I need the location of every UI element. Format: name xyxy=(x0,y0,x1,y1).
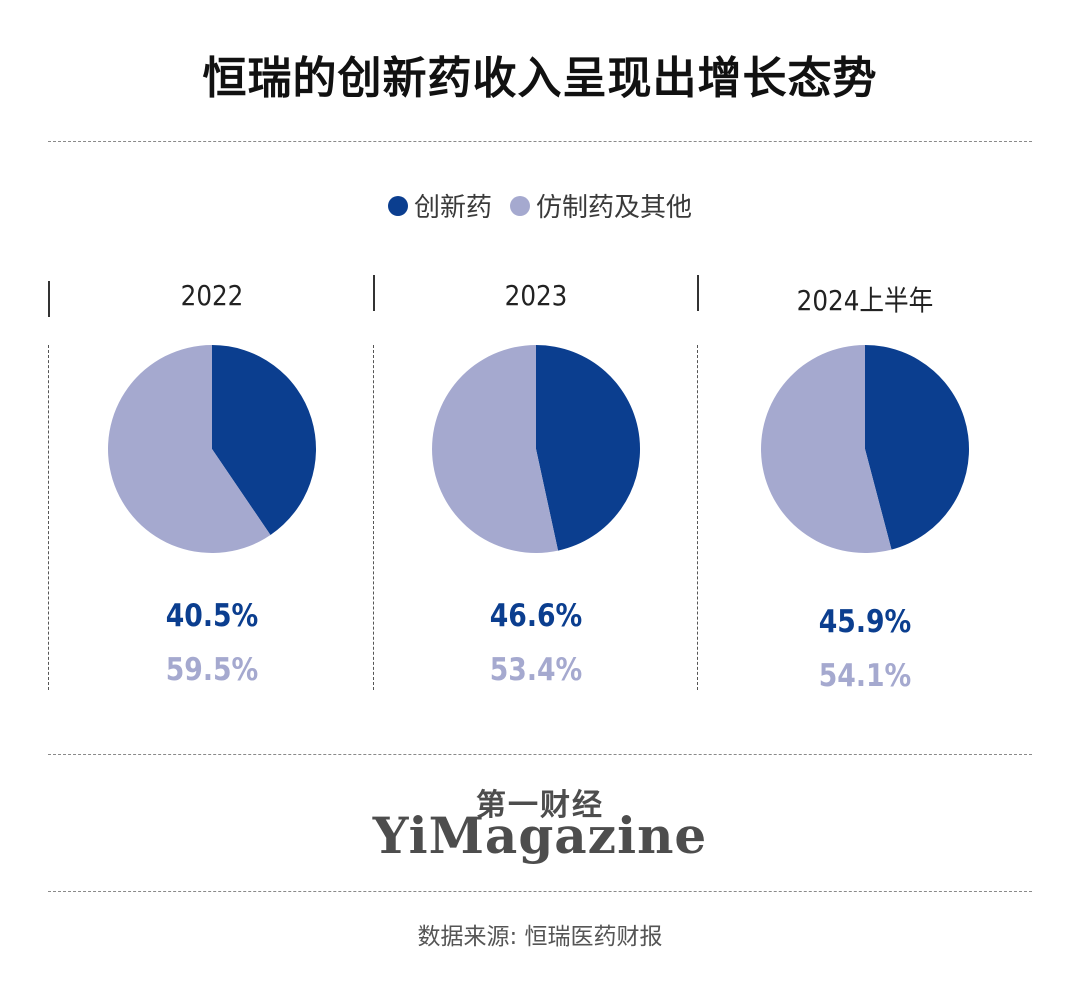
top-divider xyxy=(48,141,1032,142)
year-label-2023: 2023 xyxy=(504,279,568,312)
column-divider-2023 xyxy=(373,345,374,690)
pie-slice-innovative-2023 xyxy=(536,345,641,551)
column-divider-2022 xyxy=(48,345,49,690)
chart-title: 恒瑞的创新药收入呈现出增长态势 xyxy=(202,53,878,104)
legend-item-generic: 仿制药及其他 xyxy=(510,187,692,224)
pie-chart-2023 xyxy=(432,345,641,553)
bottom-divider-upper xyxy=(48,754,1032,755)
legend-label-innovative: 创新药 xyxy=(413,193,492,223)
column-divider-2024h1 xyxy=(697,345,698,690)
column-marker-2024h1 xyxy=(697,275,699,311)
brand-name-chinese: 第一财经 xyxy=(476,788,604,823)
pct-label-generic-2022: 59.5% xyxy=(165,652,259,688)
pie-slice-generic-2022 xyxy=(108,345,271,553)
data-source-note: 数据来源: 恒瑞医药财报 xyxy=(417,924,663,950)
legend-item-innovative: 创新药 xyxy=(387,187,492,224)
pct-label-generic-2024h1: 54.1% xyxy=(818,658,912,694)
legend-swatch-generic xyxy=(510,195,530,216)
pct-label-innovative-2023: 46.6% xyxy=(489,598,583,634)
legend: 创新药 仿制药及其他 xyxy=(0,187,1080,224)
bottom-divider-lower xyxy=(48,891,1032,892)
pie-chart-2024h1 xyxy=(761,345,970,553)
pie-slice-innovative-2022 xyxy=(212,345,317,536)
column-marker-2023 xyxy=(373,275,375,311)
pie-chart-2022 xyxy=(108,345,317,553)
pie-slice-generic-2023 xyxy=(432,345,559,553)
legend-swatch-innovative xyxy=(387,195,408,216)
legend-label-generic: 仿制药及其他 xyxy=(536,193,693,223)
pct-label-generic-2023: 53.4% xyxy=(489,652,583,688)
year-label-2024h1: 2024上半年 xyxy=(796,284,934,317)
year-label-2022: 2022 xyxy=(180,279,244,312)
pct-label-innovative-2022: 40.5% xyxy=(165,598,259,634)
pct-label-innovative-2024h1: 45.9% xyxy=(818,604,912,640)
pie-slice-generic-2024h1 xyxy=(761,345,892,553)
column-marker-2022 xyxy=(48,281,50,317)
brand-logo-yimagazine: YiMagazine xyxy=(372,806,708,865)
pie-slice-innovative-2024h1 xyxy=(865,345,970,550)
